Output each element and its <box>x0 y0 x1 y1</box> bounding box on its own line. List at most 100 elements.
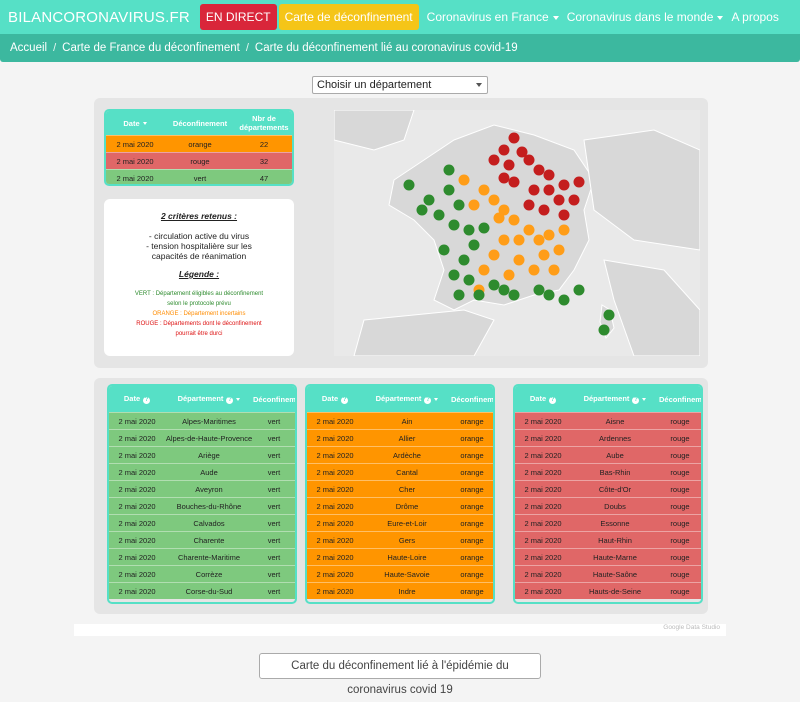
department-marker[interactable] <box>543 184 555 196</box>
brand-link[interactable]: BILANCORONAVIRUS.FR <box>8 8 190 26</box>
department-marker[interactable] <box>458 174 470 186</box>
france-map[interactable] <box>334 110 700 356</box>
header-date[interactable]: Date? <box>515 394 571 404</box>
table-row[interactable]: 2 mai 2020 Charente-Maritime vert <box>109 548 295 565</box>
department-marker[interactable] <box>568 194 580 206</box>
header-departement[interactable]: Département? <box>165 394 253 404</box>
department-marker[interactable] <box>443 164 455 176</box>
department-marker[interactable] <box>468 239 480 251</box>
department-marker[interactable] <box>538 249 550 261</box>
department-marker[interactable] <box>478 222 490 234</box>
department-marker[interactable] <box>448 219 460 231</box>
department-marker[interactable] <box>513 234 525 246</box>
department-marker[interactable] <box>528 184 540 196</box>
table-row[interactable]: 2 mai 2020 Doubs rouge <box>515 497 701 514</box>
header-deconf[interactable]: Déconfinement <box>659 394 702 404</box>
department-marker[interactable] <box>503 269 515 281</box>
nav-a-propos[interactable]: A propos <box>731 10 779 24</box>
department-marker[interactable] <box>553 194 565 206</box>
table-row[interactable]: 2 mai 2020 Ain orange <box>307 412 493 429</box>
department-marker[interactable] <box>478 184 490 196</box>
department-marker[interactable] <box>516 146 528 158</box>
table-row[interactable]: 2 mai 2020 Bouches-du-Rhône vert <box>109 497 295 514</box>
department-marker[interactable] <box>558 224 570 236</box>
table-row[interactable]: 2 mai 2020 Haut-Rhin rouge <box>515 531 701 548</box>
table-row[interactable]: 2 mai 2020 Essonne rouge <box>515 514 701 531</box>
table-row[interactable]: 2 mai 2020 Charente vert <box>109 531 295 548</box>
department-marker[interactable] <box>508 132 520 144</box>
department-marker[interactable] <box>488 194 500 206</box>
header-deconf[interactable]: Déconfinement <box>451 394 494 404</box>
department-marker[interactable] <box>473 289 485 301</box>
department-marker[interactable] <box>523 199 535 211</box>
table-row[interactable]: 2 mai 2020 Haute-Loire orange <box>307 548 493 565</box>
summary-header-deconf[interactable]: Déconfinement <box>172 118 228 128</box>
department-marker[interactable] <box>433 209 445 221</box>
department-marker[interactable] <box>488 249 500 261</box>
department-marker[interactable] <box>528 264 540 276</box>
table-row[interactable]: 2 mai 2020 Alpes-Maritimes vert <box>109 412 295 429</box>
table-row[interactable]: 2 mai 2020 Haute-Savoie orange <box>307 565 493 582</box>
department-marker[interactable] <box>448 269 460 281</box>
department-marker[interactable] <box>453 289 465 301</box>
department-marker[interactable] <box>513 254 525 266</box>
department-marker[interactable] <box>508 289 520 301</box>
department-marker[interactable] <box>493 212 505 224</box>
table-row[interactable]: 2 mai 2020 Aisne rouge <box>515 412 701 429</box>
department-marker[interactable] <box>533 164 545 176</box>
department-marker[interactable] <box>458 254 470 266</box>
table-row[interactable]: 2 mai 2020 Haute-Marne rouge <box>515 548 701 565</box>
department-marker[interactable] <box>508 176 520 188</box>
department-marker[interactable] <box>538 204 550 216</box>
department-marker[interactable] <box>478 264 490 276</box>
department-marker[interactable] <box>488 279 500 291</box>
department-marker[interactable] <box>416 204 428 216</box>
department-marker[interactable] <box>508 214 520 226</box>
department-marker[interactable] <box>533 284 545 296</box>
header-departement[interactable]: Département? <box>363 394 451 404</box>
department-marker[interactable] <box>498 144 510 156</box>
department-marker[interactable] <box>523 224 535 236</box>
header-date[interactable]: Date? <box>109 394 165 404</box>
table-row[interactable]: 2 mai 2020 Aveyron vert <box>109 480 295 497</box>
department-marker[interactable] <box>558 209 570 221</box>
department-marker[interactable] <box>558 179 570 191</box>
department-marker[interactable] <box>543 169 555 181</box>
department-marker[interactable] <box>533 234 545 246</box>
table-row[interactable]: 2 mai 2020 Corse-du-Sud vert <box>109 582 295 599</box>
table-row[interactable]: 2 mai 2020 Ardennes rouge <box>515 429 701 446</box>
breadcrumb-carte-france[interactable]: Carte de France du déconfinement <box>62 42 240 54</box>
table-row[interactable]: 2 mai 2020 Corrèze vert <box>109 565 295 582</box>
department-marker[interactable] <box>498 172 510 184</box>
department-marker[interactable] <box>558 294 570 306</box>
department-marker[interactable] <box>468 199 480 211</box>
table-row[interactable]: 2 mai 2020 Bas-Rhin rouge <box>515 463 701 480</box>
department-marker[interactable] <box>498 234 510 246</box>
department-marker[interactable] <box>403 179 415 191</box>
header-departement[interactable]: Département? <box>571 394 659 404</box>
department-marker[interactable] <box>453 199 465 211</box>
department-marker[interactable] <box>523 154 535 166</box>
nav-coronavirus-france[interactable]: Coronavirus en France <box>427 10 559 24</box>
department-marker[interactable] <box>548 264 560 276</box>
summary-header-date[interactable]: Date <box>106 119 164 128</box>
department-marker[interactable] <box>463 274 475 286</box>
table-row[interactable]: 2 mai 2020 Hauts-de-Seine rouge <box>515 582 701 599</box>
table-row[interactable]: 2 mai 2020 Côte-d'Or rouge <box>515 480 701 497</box>
department-marker[interactable] <box>553 244 565 256</box>
table-row[interactable]: 2 mai 2020 Cantal orange <box>307 463 493 480</box>
table-row[interactable]: 2 mai 2020 Gers orange <box>307 531 493 548</box>
department-marker[interactable] <box>603 309 615 321</box>
header-deconf[interactable]: Déconfinement <box>253 394 296 404</box>
table-row[interactable]: 2 mai 2020 Cher orange <box>307 480 493 497</box>
header-date[interactable]: Date? <box>307 394 363 404</box>
table-row[interactable]: 2 mai 2020 Ariège vert <box>109 446 295 463</box>
table-row[interactable]: 2 mai 2020 Indre orange <box>307 582 493 599</box>
table-row[interactable]: 2 mai 2020 Alpes-de-Haute-Provence vert <box>109 429 295 446</box>
en-direct-button[interactable]: EN DIRECT <box>199 4 277 30</box>
table-row[interactable]: 2 mai 2020 Drôme orange <box>307 497 493 514</box>
department-marker[interactable] <box>543 289 555 301</box>
summary-header-nbr[interactable]: Nbr de départements <box>239 114 289 132</box>
department-marker[interactable] <box>498 284 510 296</box>
department-marker[interactable] <box>438 244 450 256</box>
